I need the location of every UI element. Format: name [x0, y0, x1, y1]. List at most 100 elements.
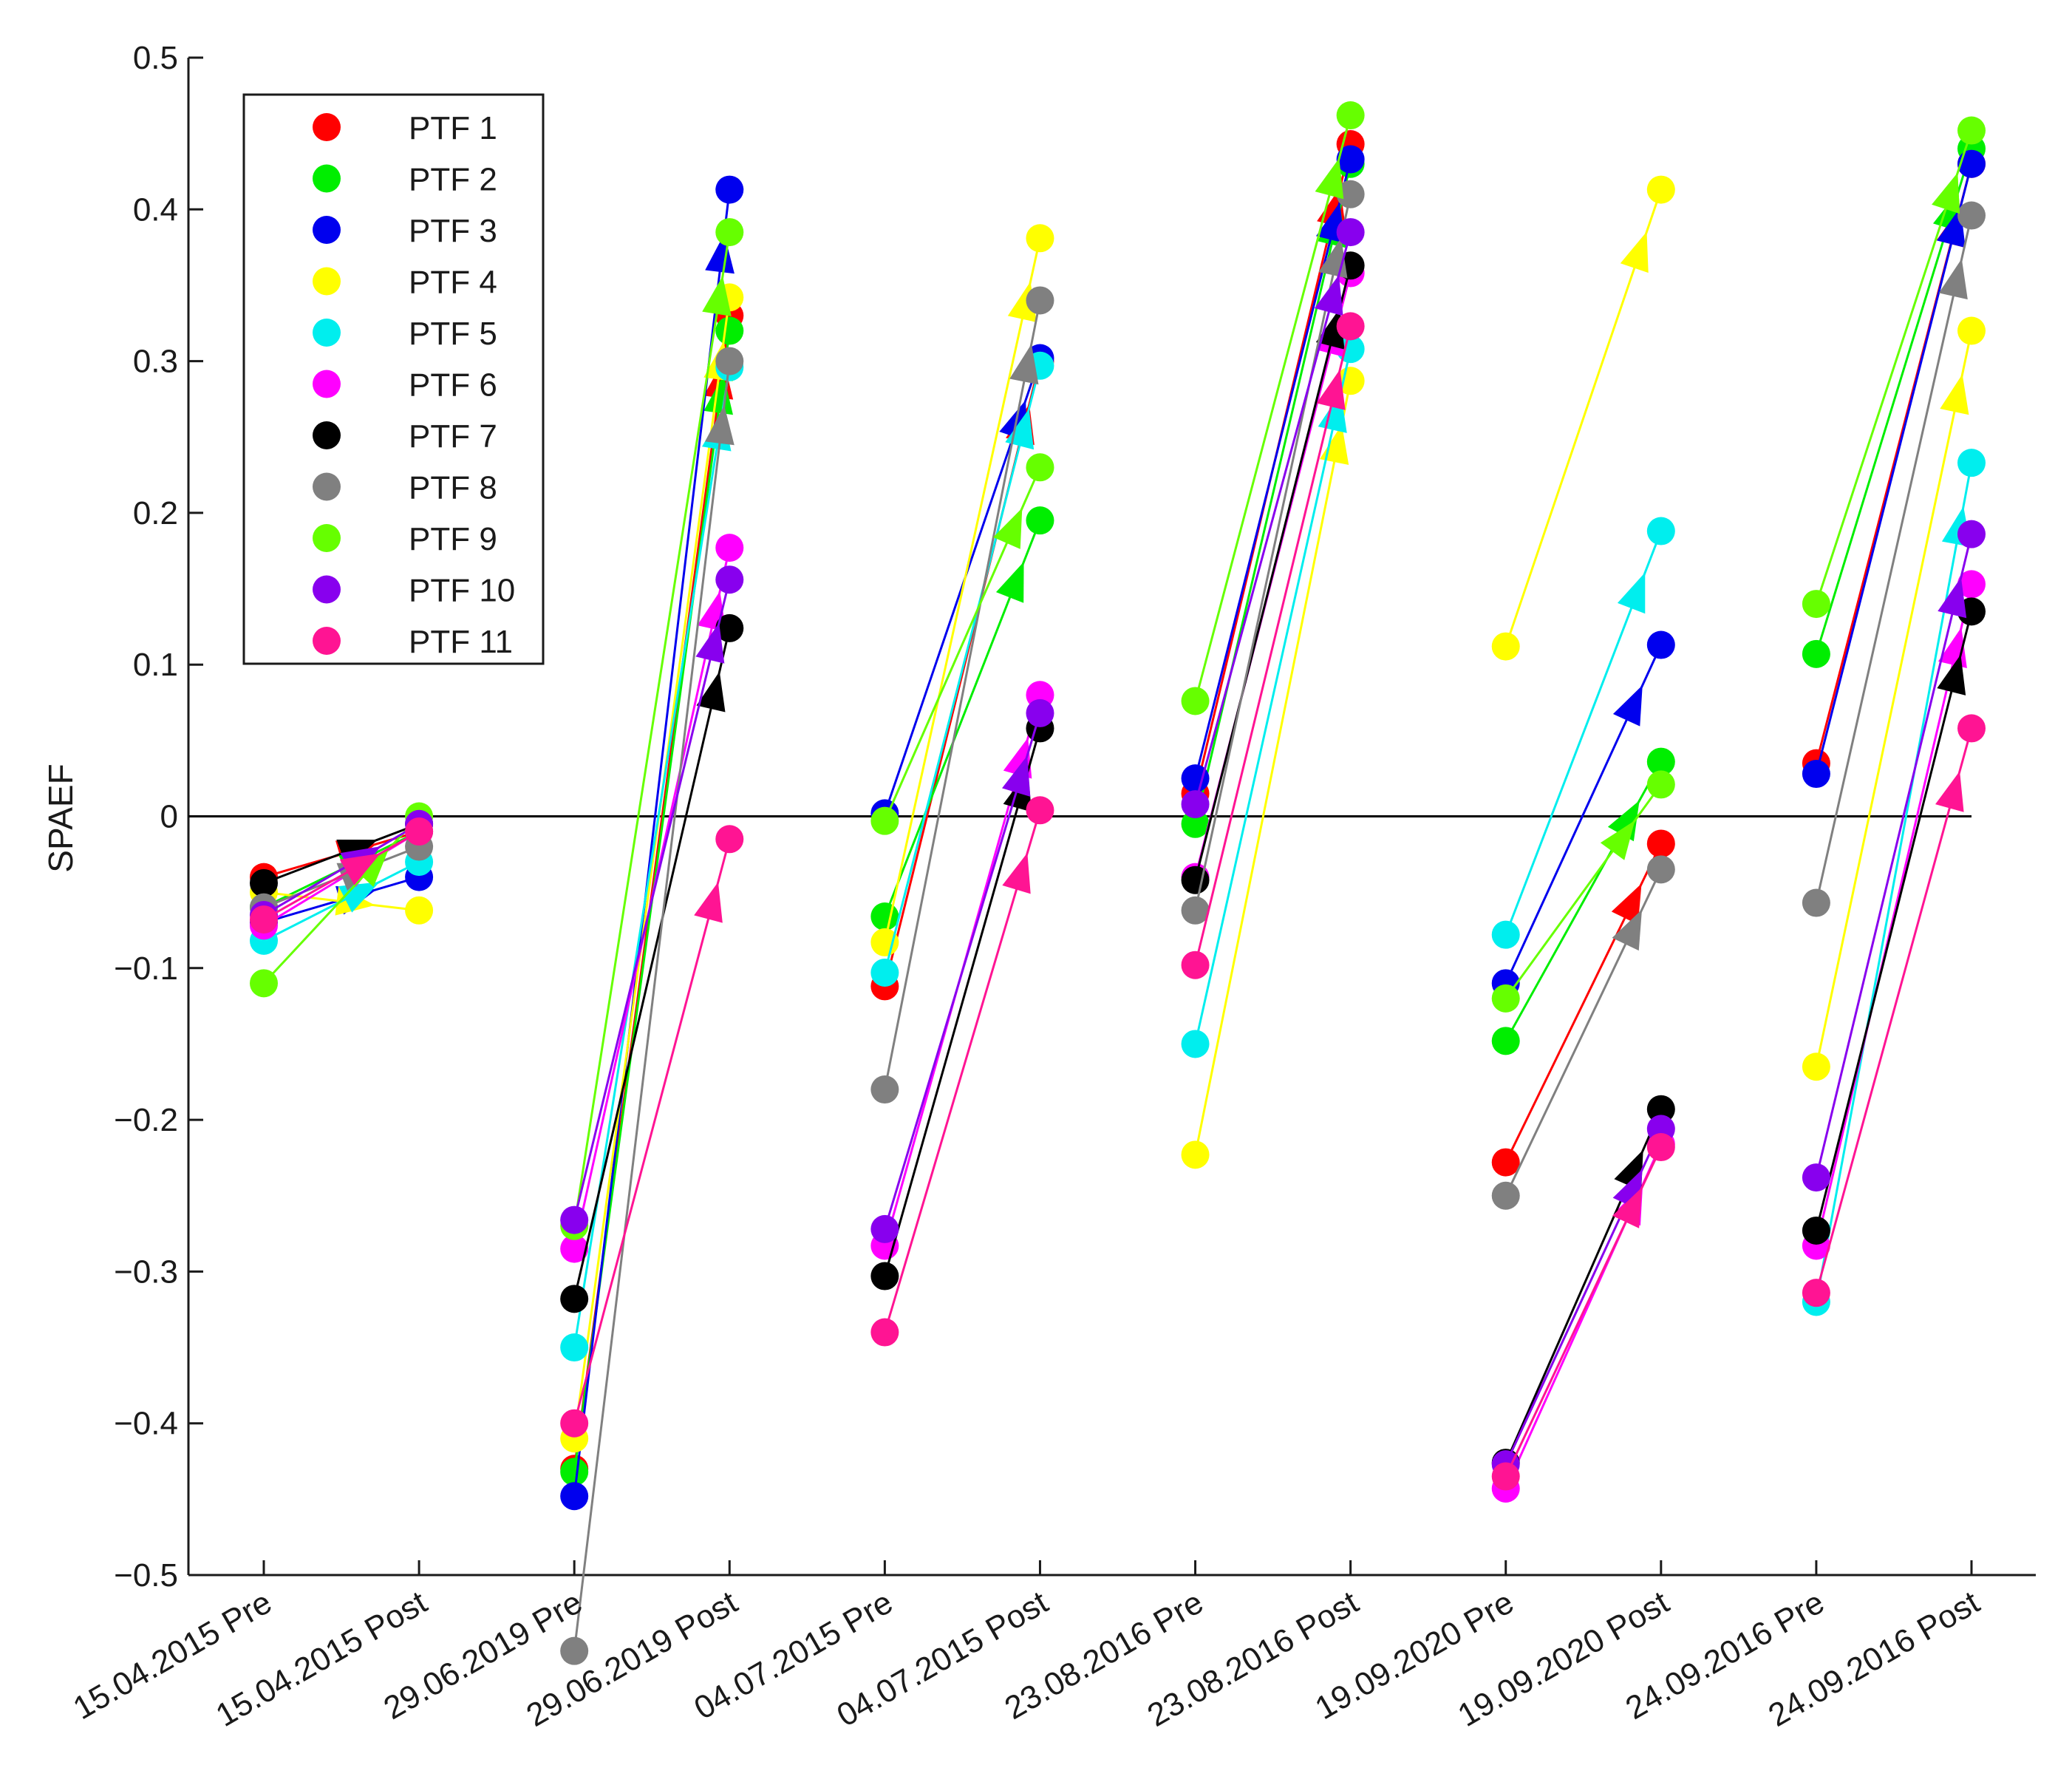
y-tick-labels: 0.5 0.4 0.3 0.2 0.1 0 −0.1 −0.2 −0.3 −0.4 −0.5: [114, 40, 178, 1594]
series-arrowhead: [1316, 369, 1346, 410]
series-point-post: [1336, 218, 1365, 247]
series-point-post: [1026, 506, 1054, 535]
series-segment: [1815, 330, 1973, 1067]
series-segment: [1194, 265, 1352, 881]
series-arrowhead: [1940, 374, 1969, 415]
series-point-pre: [1491, 1148, 1520, 1177]
series-arrowhead: [995, 562, 1024, 603]
series-segment: [1194, 194, 1352, 911]
series-point-pre: [870, 1262, 899, 1290]
legend-marker: [313, 113, 341, 141]
series-arrowhead: [705, 405, 735, 446]
series-point-post: [1336, 367, 1365, 395]
series-point-pre: [560, 1409, 589, 1438]
series-point-post: [1026, 453, 1054, 482]
series-segment: [263, 823, 420, 916]
legend-marker: [313, 319, 341, 347]
series-arrowhead: [1314, 274, 1343, 316]
series-arrowhead: [1612, 685, 1643, 727]
series-point-pre: [1802, 1216, 1830, 1245]
series-segment: [1194, 115, 1352, 701]
series-point-pre: [560, 1458, 589, 1486]
legend-label: PTF 4: [409, 265, 497, 301]
series-point-pre: [250, 868, 278, 897]
series-segment: [573, 297, 731, 1439]
y-tick-label: 0.3: [133, 344, 178, 380]
series-point-post: [1957, 201, 1986, 230]
series-segment: [1815, 534, 1973, 1178]
legend-label: PTF 7: [409, 418, 497, 455]
series-arrowhead: [1617, 572, 1646, 614]
series-segment: [1194, 159, 1352, 779]
series-point-post: [1026, 796, 1054, 825]
series-point-post: [1026, 286, 1054, 315]
legend-label: PTF 8: [409, 470, 497, 506]
series-point-pre: [1181, 1030, 1210, 1058]
legend-label: PTF 5: [409, 316, 497, 352]
legend-label: PTF 1: [409, 110, 497, 146]
series-segment: [1194, 348, 1352, 1044]
series-point-post: [1957, 570, 1986, 599]
series-point-post: [1646, 1095, 1675, 1123]
series-arrowhead: [1315, 158, 1344, 200]
series-point-post: [1336, 180, 1365, 208]
y-tick-label: −0.3: [114, 1254, 178, 1290]
series-segment: [573, 231, 731, 1227]
series-point-pre: [1491, 632, 1520, 661]
series-arrowhead: [1009, 344, 1039, 385]
legend-marker: [313, 421, 341, 449]
series-point-pre: [1802, 888, 1830, 917]
legend-marker: [313, 575, 341, 604]
y-tick-label: −0.5: [114, 1557, 178, 1594]
series-point-post: [715, 825, 744, 854]
legend-marker: [313, 524, 341, 552]
series-point-post: [1646, 829, 1675, 858]
series-point-post: [1646, 175, 1675, 204]
series-segment: [883, 237, 1041, 943]
y-axis-title: SPAEF: [41, 764, 80, 872]
series-segment: [883, 809, 1041, 1333]
series-point-post: [1957, 714, 1986, 743]
series-point-pre: [1802, 590, 1830, 619]
series-segment: [1194, 163, 1352, 825]
series-segment: [573, 361, 731, 1651]
series-segment: [1194, 380, 1352, 1155]
y-tick-label: 0.4: [133, 191, 178, 228]
series-point-post: [1646, 770, 1675, 799]
series-point-pre: [1181, 790, 1210, 819]
series-point-pre: [1181, 809, 1210, 838]
series-point-post: [715, 534, 744, 562]
series-point-pre: [1181, 950, 1210, 979]
series-arrowhead: [1315, 308, 1345, 350]
series-arrowhead: [1938, 259, 1968, 300]
series-point-post: [715, 613, 744, 642]
series-arrowhead: [352, 849, 389, 888]
series-segment: [573, 189, 731, 1497]
series-arrowhead: [1612, 1187, 1643, 1228]
series-segment: [573, 838, 731, 1424]
series-point-pre: [1181, 896, 1210, 925]
series-point-pre: [560, 1285, 589, 1313]
series-arrowhead: [993, 508, 1023, 549]
series-point-post: [1957, 116, 1986, 145]
series-point-post: [1646, 517, 1675, 545]
series-point-pre: [870, 958, 899, 987]
series-point-post: [1336, 145, 1365, 174]
legend-marker: [313, 164, 341, 193]
series-point-post: [1646, 1133, 1675, 1162]
series-segment: [1194, 231, 1352, 805]
series-point-post: [1026, 698, 1054, 727]
series-point-post: [715, 175, 744, 204]
y-tick-label: −0.4: [114, 1406, 178, 1442]
legend-label: PTF 10: [409, 573, 515, 609]
series-ptf-4: [250, 175, 1986, 1453]
series-segment: [573, 579, 731, 1220]
series-arrowhead: [1600, 820, 1635, 860]
series-segment: [263, 830, 420, 921]
series-point-post: [405, 896, 434, 925]
series-point-post: [1957, 316, 1986, 345]
series-arrowhead: [1620, 231, 1649, 273]
series-segment: [883, 713, 1041, 1230]
